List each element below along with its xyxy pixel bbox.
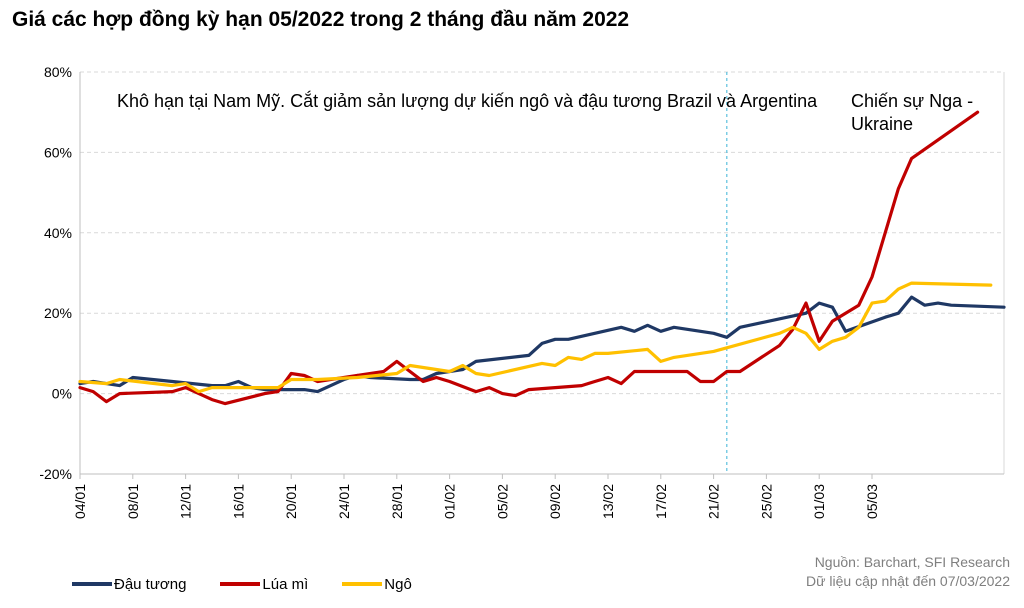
y-tick-label: 40% — [44, 225, 72, 241]
series-lines — [78, 110, 1006, 406]
x-tick-label: 17/02 — [653, 484, 669, 519]
x-tick-label: 21/02 — [706, 484, 722, 519]
gridlines — [80, 71, 1005, 474]
y-tick-label: 80% — [44, 64, 72, 80]
legend-swatch — [342, 582, 383, 586]
axes: -20% 0% 20% 40% 60% 80% 04/01 08/01 12/01 16/01 20… — [39, 64, 1004, 519]
x-tick-label: 01/02 — [442, 484, 458, 519]
chart-legend: Đậu tương Lúa mì Ngô — [72, 572, 446, 596]
x-tick-label: 05/02 — [494, 484, 510, 519]
series-line-3 — [78, 281, 993, 394]
series-line-2 — [78, 110, 980, 406]
y-tick-label: 0% — [52, 386, 72, 402]
x-tick-label: 05/03 — [864, 484, 880, 519]
legend-label: Ngô — [384, 575, 412, 593]
y-tick-label: 20% — [44, 305, 72, 321]
drought-annotation: Khô hạn tại Nam Mỹ. Cắt giảm sản lượng d… — [117, 91, 818, 111]
source-line: Nguồn: Barchart, SFI Research — [814, 554, 1010, 570]
y-tick-label: 60% — [44, 144, 72, 160]
series-line-1 — [78, 295, 1006, 394]
x-tick-label: 24/01 — [336, 484, 352, 519]
legend-item-2: Lúa mì — [220, 576, 308, 593]
x-tick-label: 12/01 — [178, 484, 194, 519]
x-tick-label: 13/02 — [600, 484, 616, 519]
legend-label: Lúa mì — [262, 575, 309, 593]
legend-item-1: Đậu tương — [72, 576, 186, 593]
legend-item-3: Ngô — [342, 576, 412, 593]
x-tick-label: 25/02 — [758, 484, 774, 519]
source-note: Nguồn: Barchart, SFI Research Dữ liệu cậ… — [806, 553, 1010, 591]
legend-swatch — [72, 582, 112, 586]
x-tick-label: 01/03 — [811, 484, 827, 519]
x-tick-label: 20/01 — [283, 484, 299, 519]
x-tick-label: 28/01 — [389, 484, 405, 519]
y-tick-label: -20% — [39, 466, 72, 482]
war-annotation: Chiến sự Nga - Ukraine — [851, 91, 974, 134]
x-tick-label: 04/01 — [72, 484, 88, 519]
chart-title: Giá các hợp đồng kỳ hạn 05/2022 trong 2 … — [12, 8, 630, 31]
update-line: Dữ liệu cập nhật đến 07/03/2022 — [806, 573, 1010, 589]
x-tick-label: 16/01 — [230, 484, 246, 519]
x-tick-label: 08/01 — [125, 484, 141, 519]
legend-swatch — [220, 582, 261, 586]
legend-label: Đậu tương — [114, 575, 187, 593]
x-tick-label: 09/02 — [547, 484, 563, 519]
